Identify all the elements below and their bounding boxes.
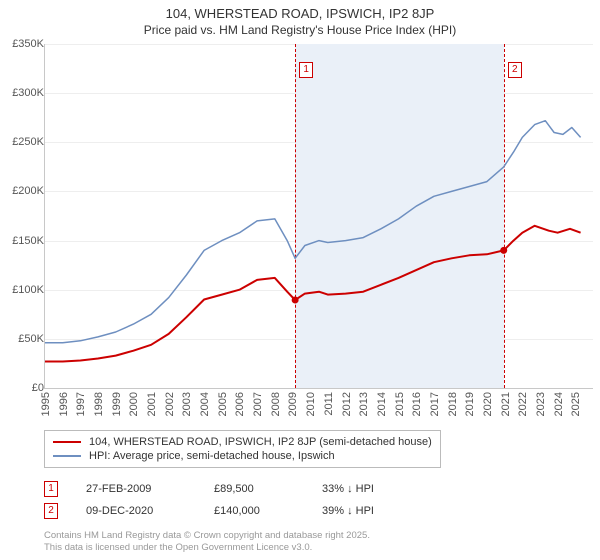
y-tick-label: £200K [4,185,44,197]
x-tick-label: 2009 [287,392,299,416]
legend: 104, WHERSTEAD ROAD, IPSWICH, IP2 8JP (s… [44,430,441,468]
x-tick-label: 2015 [394,392,406,416]
annotation-date: 27-FEB-2009 [86,483,186,495]
copyright-line: Contains HM Land Registry data © Crown c… [44,530,370,542]
legend-swatch [53,455,81,457]
x-tick-label: 2018 [447,392,459,416]
copyright-line: This data is licensed under the Open Gov… [44,542,370,554]
x-tick-label: 2017 [429,392,441,416]
x-tick-label: 1997 [75,392,87,416]
annotation-date: 09-DEC-2020 [86,505,186,517]
legend-label: 104, WHERSTEAD ROAD, IPSWICH, IP2 8JP (s… [89,436,432,448]
y-tick-label: £150K [4,235,44,247]
x-tick-label: 2013 [358,392,370,416]
chart-subtitle: Price paid vs. HM Land Registry's House … [0,23,600,43]
legend-item: HPI: Average price, semi-detached house,… [53,449,432,463]
x-tick-label: 2011 [323,392,335,416]
x-tick-label: 2016 [411,392,423,416]
y-tick-label: £0 [4,382,44,394]
annotation-price: £140,000 [214,505,294,517]
line-plot [45,44,593,388]
legend-swatch [53,441,81,443]
plot-area: 12 [44,44,593,389]
annotation-row: 2 09-DEC-2020 £140,000 39% ↓ HPI [44,500,412,522]
x-tick-label: 2024 [553,392,565,416]
annotation-row: 1 27-FEB-2009 £89,500 33% ↓ HPI [44,478,412,500]
chart-container: 104, WHERSTEAD ROAD, IPSWICH, IP2 8JP Pr… [0,0,600,560]
chart-title: 104, WHERSTEAD ROAD, IPSWICH, IP2 8JP [0,0,600,23]
copyright-notice: Contains HM Land Registry data © Crown c… [44,530,370,554]
x-tick-label: 2001 [146,392,158,416]
x-tick-label: 2020 [482,392,494,416]
x-tick-label: 2010 [305,392,317,416]
x-tick-label: 2022 [517,392,529,416]
annotation-pct: 39% ↓ HPI [322,505,412,517]
y-tick-label: £300K [4,87,44,99]
annotation-price: £89,500 [214,483,294,495]
legend-label: HPI: Average price, semi-detached house,… [89,450,335,462]
annotation-table: 1 27-FEB-2009 £89,500 33% ↓ HPI 2 09-DEC… [44,478,412,522]
x-tick-label: 1995 [40,392,52,416]
x-tick-label: 2006 [234,392,246,416]
x-tick-label: 2019 [464,392,476,416]
x-tick-label: 2025 [570,392,582,416]
y-tick-label: £50K [4,333,44,345]
annotation-marker: 1 [44,481,58,497]
legend-item: 104, WHERSTEAD ROAD, IPSWICH, IP2 8JP (s… [53,435,432,449]
x-tick-label: 2012 [341,392,353,416]
x-tick-label: 2000 [128,392,140,416]
x-tick-label: 2021 [500,392,512,416]
x-tick-label: 2005 [217,392,229,416]
x-tick-label: 2008 [270,392,282,416]
x-tick-label: 1996 [58,392,70,416]
y-tick-label: £100K [4,284,44,296]
annotation-marker: 2 [44,503,58,519]
x-tick-label: 2004 [199,392,211,416]
x-tick-label: 1999 [111,392,123,416]
y-tick-label: £250K [4,136,44,148]
x-tick-label: 1998 [93,392,105,416]
x-tick-label: 2014 [376,392,388,416]
x-tick-label: 2002 [164,392,176,416]
x-tick-label: 2023 [535,392,547,416]
x-tick-label: 2007 [252,392,264,416]
y-tick-label: £350K [4,38,44,50]
x-tick-label: 2003 [181,392,193,416]
annotation-pct: 33% ↓ HPI [322,483,412,495]
